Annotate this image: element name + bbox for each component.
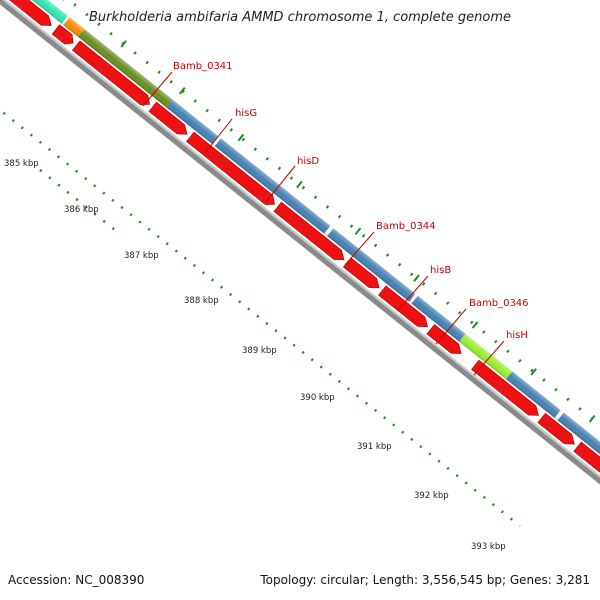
major-tick <box>237 133 245 142</box>
genome-summary: Topology: circular; Length: 3,556,545 bp… <box>260 573 590 587</box>
gene-label-leaders <box>142 71 505 376</box>
scale-label: 388 kbp <box>184 296 219 306</box>
gene-label-hish: hisH <box>506 330 528 341</box>
cds-arrow <box>72 40 150 105</box>
major-tick <box>530 368 537 376</box>
gene-label-bamb-0344: Bamb_0344 <box>376 221 436 232</box>
scale-label: 393 kbp <box>471 542 506 552</box>
leader-line <box>397 275 429 311</box>
cds-arrow <box>537 412 575 445</box>
major-tick <box>471 321 479 329</box>
scale-labels: 385 kbp 386 kbp 387 kbp 388 kbp 389 kbp … <box>4 159 506 552</box>
cds-arrow <box>186 131 275 205</box>
leader-line <box>265 165 296 203</box>
scale-label: 390 kbp <box>300 393 335 403</box>
major-tick <box>413 274 420 282</box>
reverse-cds-track <box>0 0 600 496</box>
cds-arrow <box>51 24 74 45</box>
gene-label-hisb: hisB <box>430 265 451 276</box>
cds-arrow <box>0 0 52 26</box>
gene-label-bamb-0346: Bamb_0346 <box>469 298 529 309</box>
gene-label-hisg: hisG <box>235 108 257 119</box>
gene-track <box>0 0 600 522</box>
scale-label: 392 kbp <box>414 491 449 501</box>
inner-scale <box>0 108 521 527</box>
scale-ticks <box>25 0 600 480</box>
leader-line <box>142 71 173 107</box>
leader-line <box>473 340 505 376</box>
scale-label: 391 kbp <box>357 442 392 452</box>
map-title: Burkholderia ambifaria AMMD chromosome 1… <box>88 10 512 25</box>
major-tick <box>354 227 362 236</box>
leader-line <box>435 308 467 345</box>
cds-arrow <box>426 324 462 354</box>
accession-label: Accession: NC_008390 <box>8 573 145 587</box>
gene-label-bamb-0341: Bamb_0341 <box>173 61 233 72</box>
gene-label-hisd: hisD <box>297 156 319 167</box>
scale-label: 386 kbp <box>64 205 99 215</box>
major-tick <box>296 180 303 189</box>
leader-line <box>344 231 375 266</box>
cds-arrow <box>343 257 380 289</box>
cds-arrow <box>573 441 600 496</box>
backbone <box>0 0 600 547</box>
scale-label: 387 kbp <box>124 251 159 261</box>
cds-arrow <box>471 359 539 416</box>
scale-label: 385 kbp <box>4 159 39 169</box>
leader-line <box>204 118 233 154</box>
cds-arrow <box>148 101 188 135</box>
gene-labels: Bamb_0341 hisG hisD Bamb_0344 hisB Bamb_… <box>173 61 529 341</box>
major-tick <box>178 86 186 95</box>
cds-arrow <box>378 285 428 328</box>
cds-arrow <box>273 201 345 261</box>
scale-label: 389 kbp <box>242 346 277 356</box>
